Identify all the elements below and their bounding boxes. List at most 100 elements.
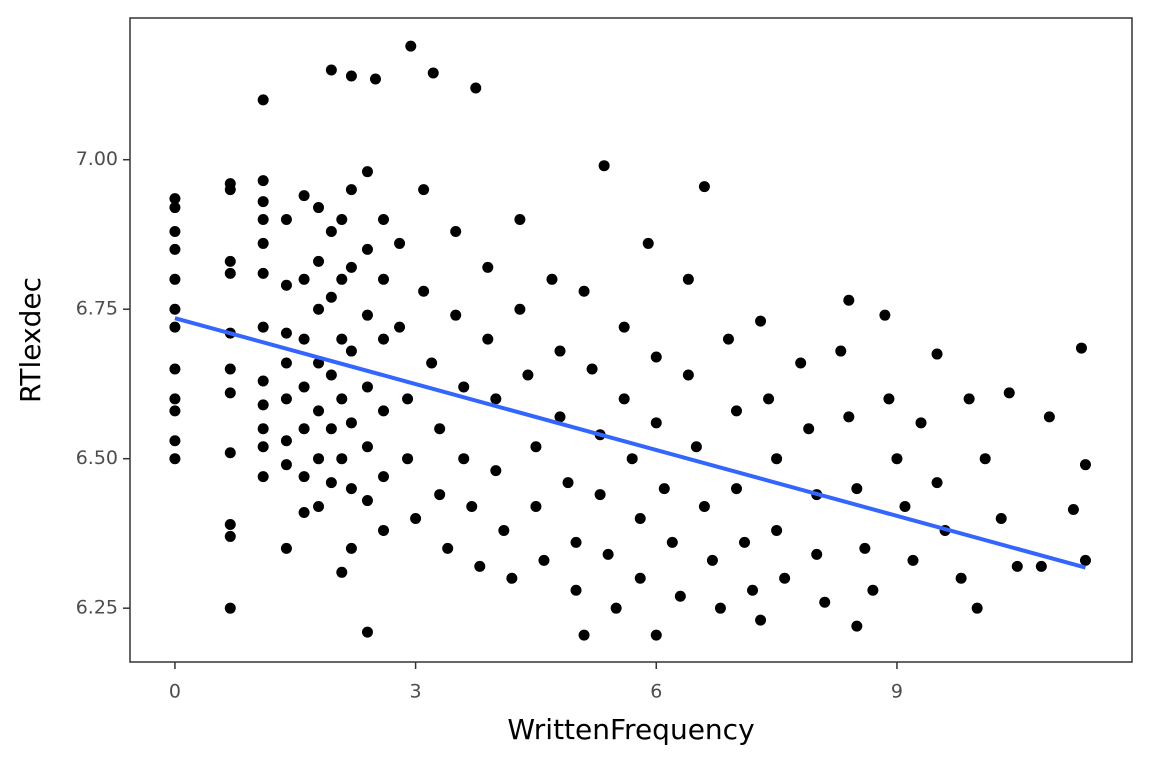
point — [336, 273, 348, 285]
point — [626, 453, 638, 465]
point — [345, 417, 357, 429]
point — [682, 273, 694, 285]
point — [313, 405, 325, 417]
point — [843, 294, 855, 306]
point — [336, 393, 348, 405]
point — [257, 267, 269, 279]
point — [867, 584, 879, 596]
point — [618, 393, 630, 405]
point — [257, 196, 269, 208]
point — [369, 73, 381, 85]
point — [771, 524, 783, 536]
point — [325, 64, 337, 76]
point — [514, 303, 526, 315]
point — [879, 309, 891, 321]
point — [1003, 387, 1015, 399]
point — [1079, 459, 1091, 471]
point — [642, 237, 654, 249]
point — [586, 363, 598, 375]
point — [280, 459, 292, 471]
point — [378, 333, 390, 345]
point — [257, 441, 269, 453]
point — [361, 243, 373, 255]
point — [345, 184, 357, 196]
point — [402, 453, 414, 465]
point — [394, 321, 406, 333]
point — [224, 363, 236, 375]
point — [169, 435, 181, 447]
point — [257, 399, 269, 411]
point — [907, 554, 919, 566]
point — [458, 453, 470, 465]
point — [698, 501, 710, 513]
point — [779, 572, 791, 584]
point — [594, 489, 606, 501]
point — [378, 273, 390, 285]
point — [257, 175, 269, 187]
point — [224, 267, 236, 279]
point — [466, 501, 478, 513]
point — [610, 602, 622, 614]
point — [257, 214, 269, 226]
point — [280, 542, 292, 554]
point — [313, 255, 325, 267]
point — [546, 273, 558, 285]
point — [169, 243, 181, 255]
point — [169, 273, 181, 285]
point — [418, 285, 430, 297]
point — [325, 291, 337, 303]
point — [450, 225, 462, 237]
point — [578, 629, 590, 641]
point — [325, 369, 337, 381]
point — [298, 471, 310, 483]
x-tick-label: 3 — [410, 681, 422, 703]
point — [378, 214, 390, 226]
point — [257, 94, 269, 106]
point — [313, 202, 325, 214]
point — [538, 554, 550, 566]
point — [522, 369, 534, 381]
point — [666, 536, 678, 548]
point — [755, 315, 767, 327]
point — [482, 333, 494, 345]
point — [1035, 560, 1047, 572]
point — [298, 507, 310, 519]
x-tick-label: 9 — [891, 681, 903, 703]
point — [474, 560, 486, 572]
point — [224, 447, 236, 459]
point — [378, 471, 390, 483]
x-tick-label: 0 — [169, 681, 181, 703]
point — [410, 512, 422, 524]
point — [578, 285, 590, 297]
point — [257, 375, 269, 387]
point — [378, 405, 390, 417]
point — [224, 178, 236, 190]
point — [169, 202, 181, 214]
x-tick-label: 6 — [650, 681, 662, 703]
point — [313, 303, 325, 315]
point — [458, 381, 470, 393]
point — [402, 393, 414, 405]
point — [1067, 504, 1079, 516]
y-tick-label: 6.50 — [76, 447, 118, 469]
point — [361, 381, 373, 393]
point — [470, 82, 482, 94]
point — [963, 393, 975, 405]
point — [169, 225, 181, 237]
point — [859, 542, 871, 554]
point — [1043, 411, 1055, 423]
point — [169, 405, 181, 417]
point — [345, 261, 357, 273]
point — [747, 584, 759, 596]
point — [336, 453, 348, 465]
point — [345, 70, 357, 82]
point — [257, 237, 269, 249]
point — [530, 441, 542, 453]
point — [280, 327, 292, 339]
point — [931, 348, 943, 360]
point — [427, 67, 439, 79]
point — [345, 542, 357, 554]
point — [224, 255, 236, 267]
point — [498, 524, 510, 536]
